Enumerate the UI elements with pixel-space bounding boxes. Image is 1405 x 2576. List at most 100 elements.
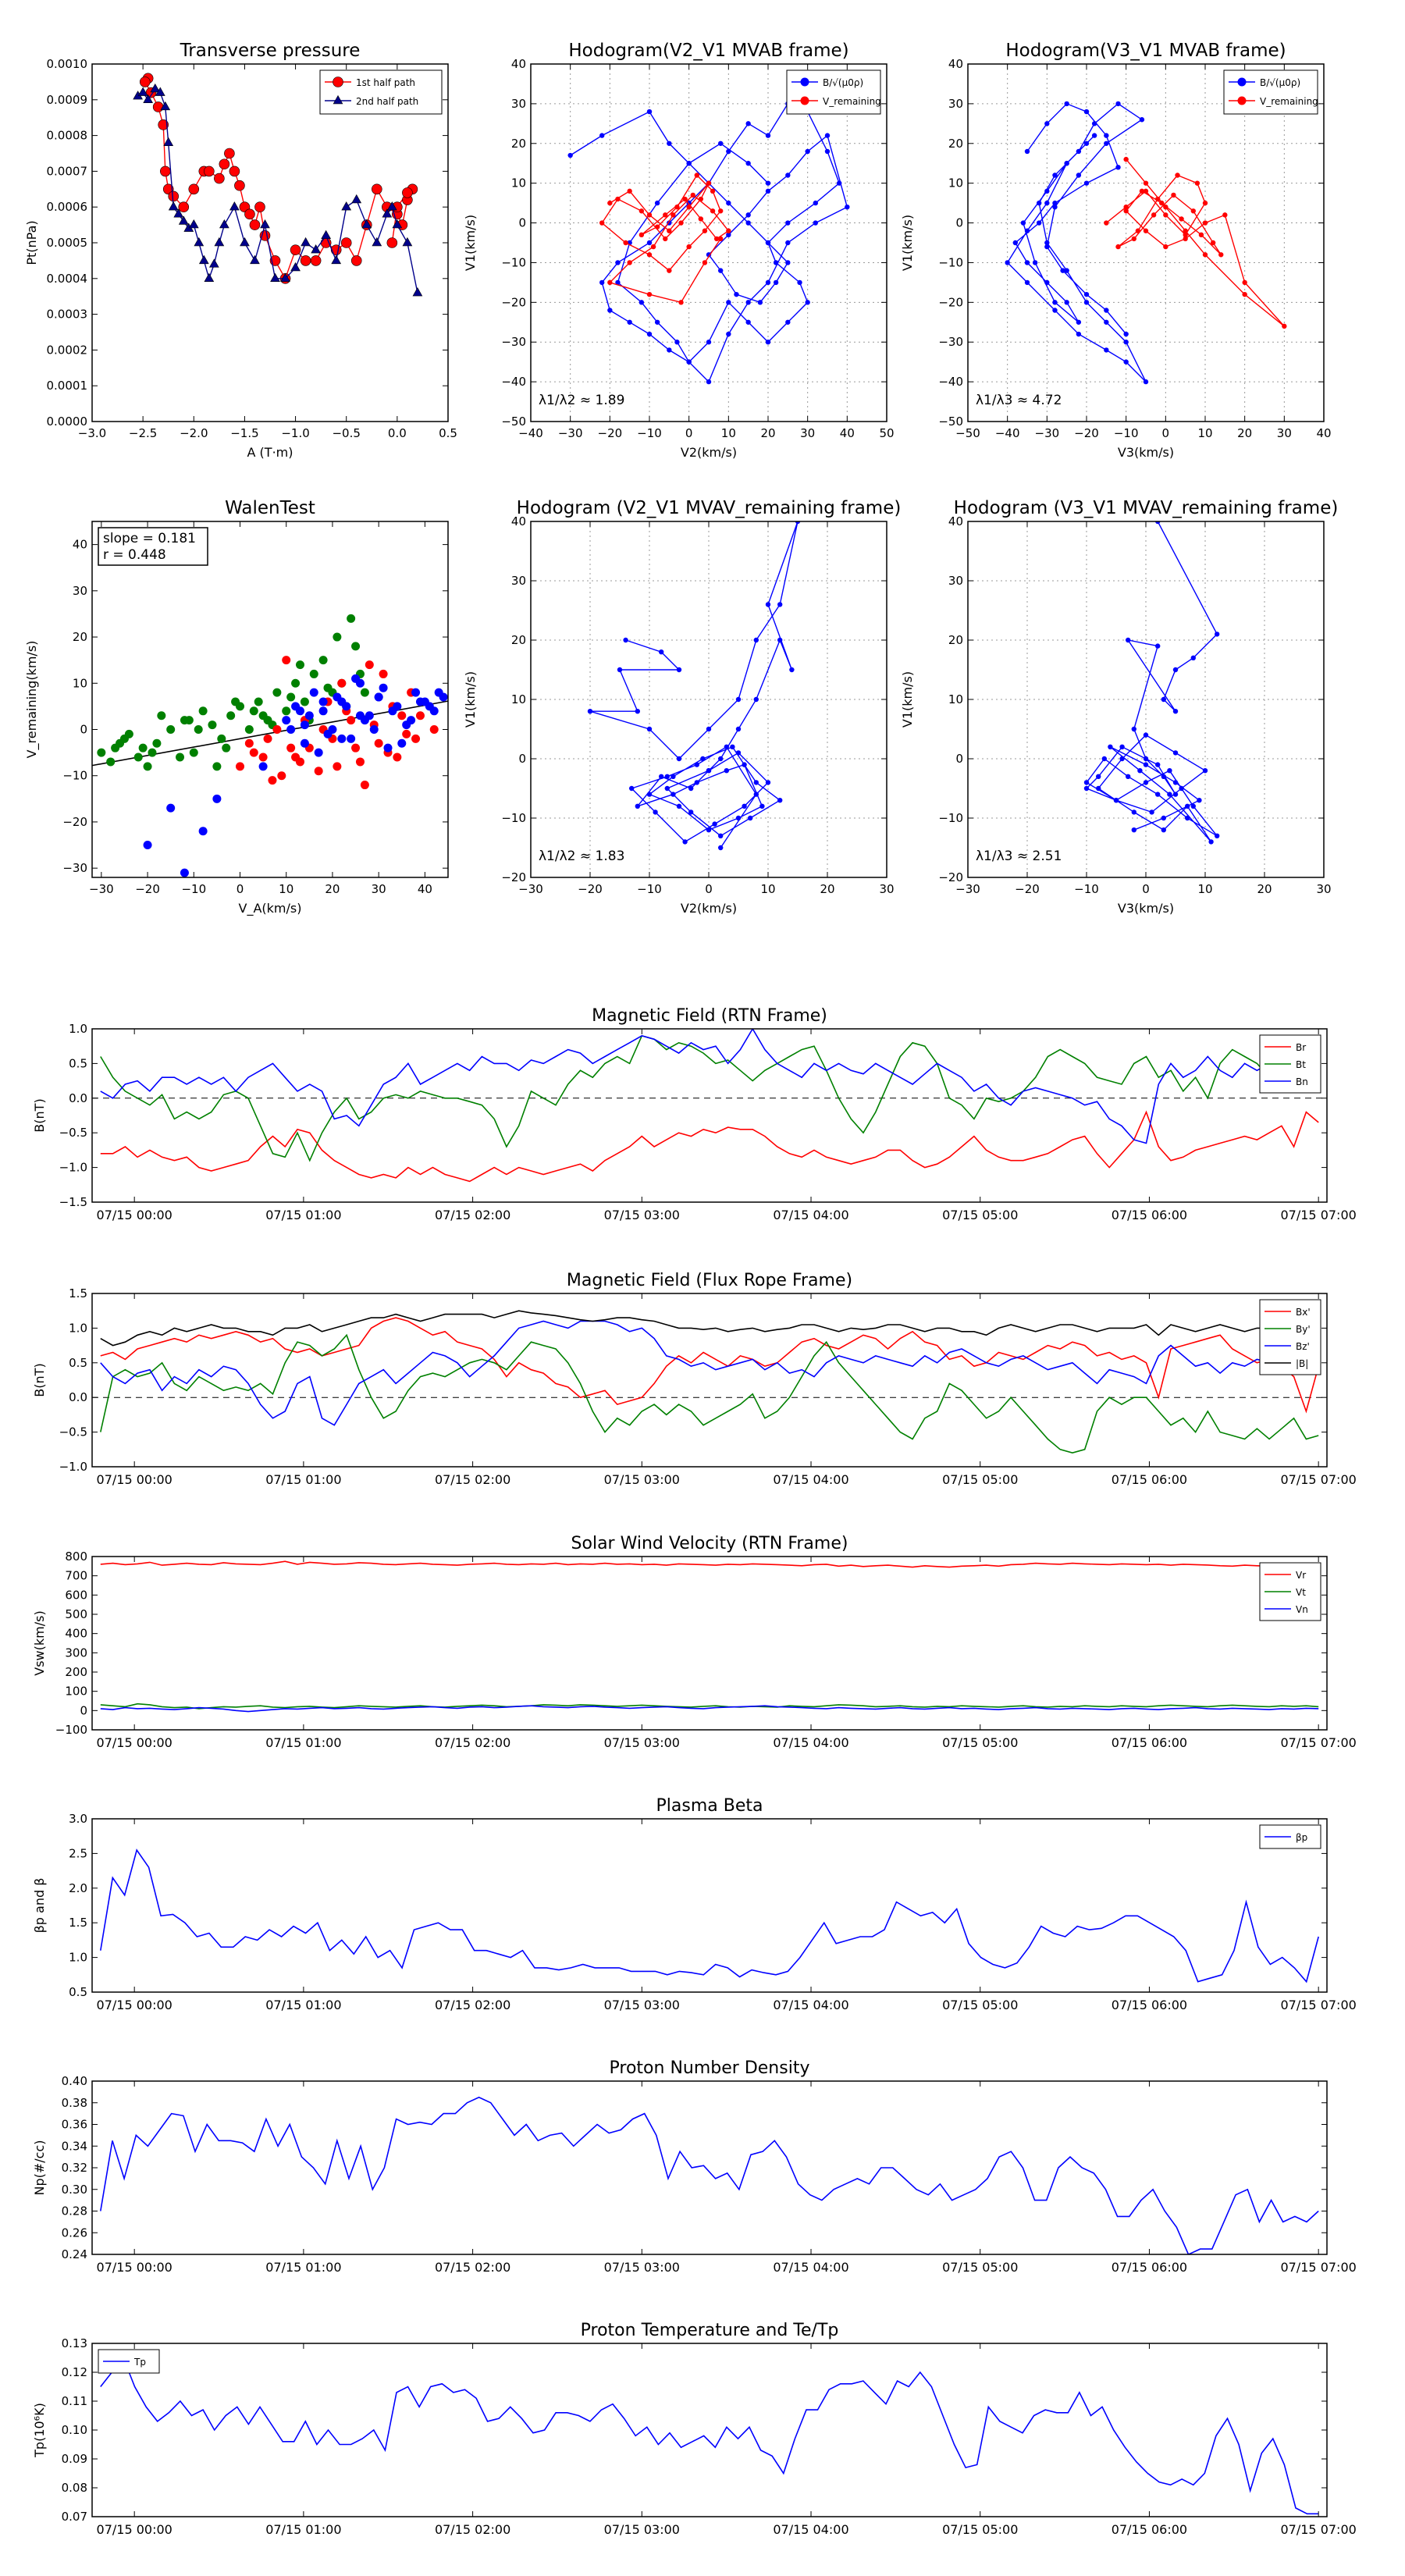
data-point — [1161, 827, 1167, 833]
series-line-0 — [100, 1317, 1319, 1414]
chart-h2: −50 −40 −30 −20 −10 0 10 20 30 40 −50 −40 −30 −20 −10 0… — [900, 41, 1332, 460]
plot-area — [100, 2356, 1319, 2515]
data-point — [347, 716, 356, 725]
data-point — [318, 697, 328, 706]
data-point — [1076, 319, 1082, 325]
data-point — [1131, 827, 1137, 833]
data-point — [667, 268, 672, 273]
x-tick-label: −10 — [637, 882, 662, 896]
x-tick-label: 07/15 02:00 — [435, 1208, 510, 1222]
data-point — [249, 219, 261, 230]
data-point — [676, 756, 682, 762]
data-point — [1198, 232, 1204, 238]
data-point — [646, 109, 653, 115]
x-tick-label: 07/15 02:00 — [435, 2260, 510, 2275]
data-point — [163, 137, 174, 146]
data-point — [351, 194, 362, 204]
data-point — [1172, 780, 1179, 785]
data-point — [773, 279, 779, 286]
data-point — [1179, 785, 1184, 792]
data-point — [263, 734, 272, 743]
data-point — [229, 201, 240, 211]
data-point — [1242, 291, 1247, 297]
y-tick-label: 0.36 — [62, 2118, 87, 2132]
chart-np: 07/15 00:00 07/15 01:00 07/15 02:00 07/15 0… — [32, 2058, 1357, 2275]
data-point — [646, 252, 653, 258]
data-point — [198, 706, 208, 716]
legend-label: B/√(μ0ρ) — [823, 77, 863, 88]
data-point — [567, 152, 573, 158]
data-point — [1143, 780, 1149, 785]
x-tick-label: 07/15 04:00 — [773, 1472, 848, 1487]
data-point — [138, 743, 148, 753]
legend-marker — [333, 94, 343, 105]
data-point — [706, 252, 712, 258]
data-point — [1190, 655, 1197, 660]
x-axis-label: V3(km/s) — [1118, 901, 1174, 916]
x-tick-label: 07/15 05:00 — [942, 2260, 1018, 2275]
data-point — [1104, 133, 1109, 138]
y-tick-label: 0.0008 — [47, 129, 88, 143]
y-tick-label: −10 — [501, 255, 526, 269]
data-point — [615, 260, 621, 265]
data-point — [1155, 643, 1161, 649]
data-point — [1218, 252, 1224, 258]
data-point — [1163, 205, 1168, 210]
data-point — [587, 709, 593, 714]
chart-h1: −40 −30 −20 −10 0 10 20 30 40 50−50−40−30−20−1001… — [463, 41, 895, 460]
data-point — [254, 201, 265, 213]
data-point — [198, 827, 208, 836]
data-point — [694, 173, 699, 178]
data-point — [1044, 240, 1050, 246]
data-point — [1123, 359, 1129, 365]
data-point — [388, 706, 397, 716]
y-axis-label: V1(km/s) — [900, 671, 915, 728]
data-point — [415, 697, 425, 706]
data-point — [1149, 809, 1154, 815]
axes-frame — [91, 1028, 1328, 1203]
x-tick-label: 20 — [1257, 882, 1272, 896]
series-line-0 — [570, 103, 848, 383]
data-point — [254, 697, 263, 706]
y-tick-label: 10 — [511, 176, 526, 190]
data-point — [286, 692, 296, 702]
chart-h4: −30 −20 −10 0 10 20 30−20−10010203040Hodogram … — [900, 498, 1338, 916]
plot-area — [100, 1310, 1319, 1454]
data-point — [745, 161, 751, 166]
data-point — [351, 674, 361, 683]
data-point — [698, 216, 704, 222]
data-point — [785, 240, 791, 246]
data-point — [301, 237, 311, 247]
chart-vsw: 07/15 00:00 07/15 01:00 07/15 02:00 07/15 0… — [32, 1534, 1357, 1750]
data-point — [1044, 244, 1050, 250]
data-point — [676, 803, 682, 809]
data-point — [599, 133, 605, 138]
data-point — [1175, 173, 1180, 178]
data-point — [1172, 667, 1179, 673]
stats-box — [98, 527, 208, 566]
x-tick-label: 07/15 07:00 — [1281, 1735, 1357, 1750]
x-tick-label: 07/15 07:00 — [1281, 1208, 1357, 1222]
data-point — [1123, 340, 1129, 345]
x-tick-label: 30 — [372, 882, 386, 896]
data-point — [351, 743, 361, 753]
data-point — [1161, 696, 1167, 703]
x-tick-label: 30 — [1316, 882, 1331, 896]
data-point — [837, 180, 842, 186]
series-line-1 — [100, 1034, 1319, 1162]
x-tick-label: −50 — [955, 426, 980, 440]
data-point — [753, 637, 759, 643]
data-point — [412, 287, 423, 297]
data-point — [212, 762, 222, 771]
data-point — [663, 236, 668, 242]
data-point — [355, 757, 365, 767]
data-point — [249, 748, 258, 757]
data-point — [795, 521, 801, 525]
data-point — [646, 212, 653, 218]
data-point — [309, 669, 318, 678]
legend: Vr Vt Vn — [1259, 1562, 1321, 1621]
data-point — [383, 743, 393, 753]
chart-title: Hodogram(V3_V1 MVAB frame) — [1005, 41, 1286, 61]
data-point — [282, 716, 291, 725]
data-point — [824, 148, 831, 155]
